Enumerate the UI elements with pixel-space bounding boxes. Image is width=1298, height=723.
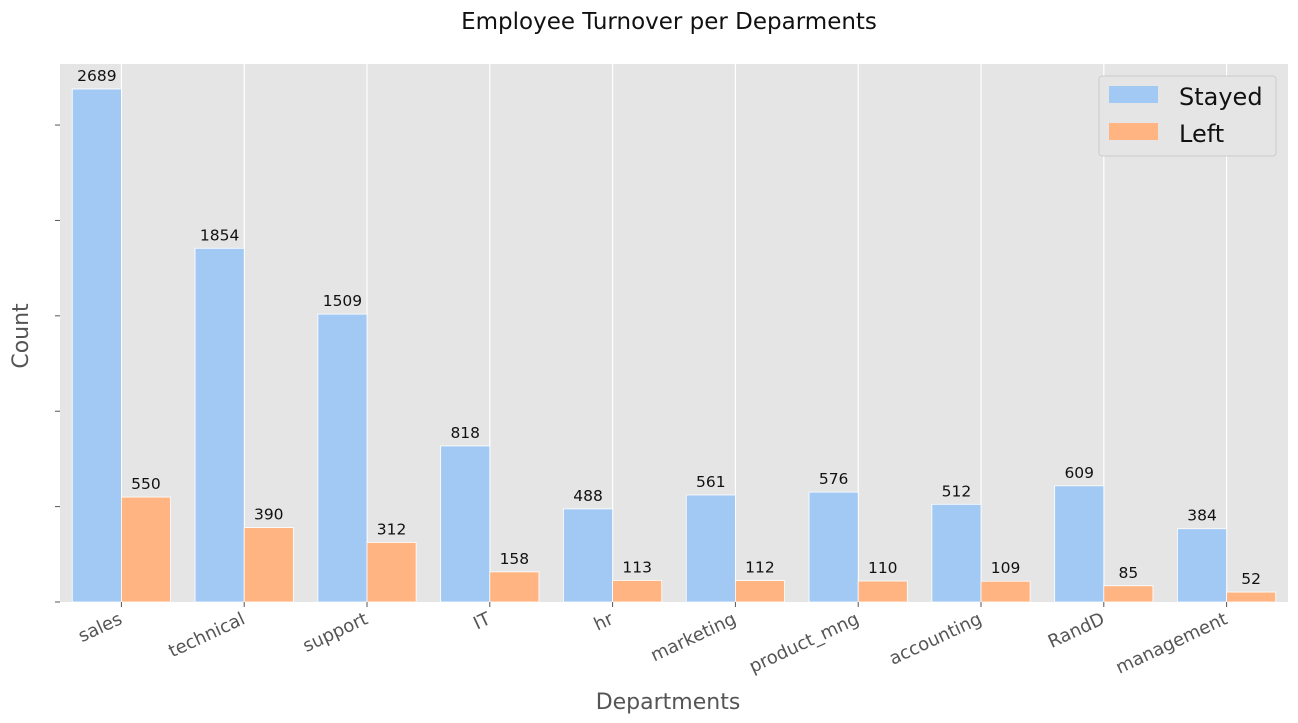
bar-value-label: 512 (942, 482, 972, 500)
bar-value-label: 576 (819, 470, 849, 488)
y-axis-label: Count (9, 303, 34, 369)
x-tick-label: marketing (648, 608, 740, 666)
bar-value-label: 1509 (323, 292, 362, 310)
bar-left-accounting (980, 580, 1031, 603)
bar-stayed-randd (1054, 485, 1105, 603)
bar-value-label: 110 (868, 559, 898, 577)
x-tick-label: support (300, 608, 372, 656)
bar-value-label: 550 (131, 475, 161, 493)
bar-value-label: 1854 (200, 226, 239, 244)
x-axis-ticks: sales technical support IT hr marketing produc… (75, 602, 1231, 678)
x-tick-label: management (1113, 608, 1231, 678)
x-tick-label: product_mng (746, 608, 862, 677)
bar-value-label: 113 (622, 558, 652, 576)
bar-left-it (489, 571, 540, 603)
bar-stayed-it (440, 445, 491, 603)
bar-stayed-product_mng (808, 491, 859, 603)
bar-left-hr (612, 580, 663, 603)
x-axis-label: Departments (596, 690, 741, 715)
bar-stayed-hr (563, 508, 613, 603)
bar-value-label: 85 (1118, 564, 1138, 582)
bar-left-support (366, 542, 417, 603)
bar-value-label: 818 (450, 424, 480, 442)
bar-left-product_mng (857, 580, 908, 603)
legend-swatch-stayed (1109, 86, 1158, 103)
bar-value-label: 390 (254, 506, 284, 524)
x-tick-label: RandD (1045, 608, 1108, 652)
bar-value-label: 609 (1064, 464, 1094, 482)
x-tick-label: technical (165, 608, 248, 662)
bar-value-label: 2689 (77, 67, 116, 85)
x-tick-label: accounting (886, 608, 985, 669)
bar-value-label: 52 (1241, 570, 1261, 588)
x-tick-label: IT (470, 608, 495, 634)
bar-labels: 2689 1854 1509 818 488 561 576 512 609 384 550 390 3… (77, 67, 1261, 588)
legend-label-left: Left (1179, 120, 1224, 148)
bar-value-label: 109 (991, 559, 1021, 577)
bar-value-label: 112 (745, 559, 775, 577)
legend-swatch-left (1109, 123, 1158, 140)
bar-stayed-management (1177, 528, 1227, 603)
y-axis-ticks (55, 124, 60, 603)
bar-stayed-support (317, 313, 368, 603)
bar-stayed-accounting (931, 503, 982, 603)
bar-left-randd (1103, 585, 1154, 603)
bar-left-technical (243, 527, 294, 603)
bar-stayed-marketing (685, 494, 736, 603)
legend: Stayed Left (1098, 75, 1277, 157)
legend-label-stayed: Stayed (1179, 83, 1263, 111)
bar-left-marketing (735, 580, 785, 603)
bar-value-label: 312 (377, 520, 407, 538)
bar-left-management (1226, 591, 1277, 603)
x-tick-label: hr (591, 608, 617, 635)
bar-value-label: 158 (500, 550, 530, 568)
bar-stayed-sales (71, 88, 122, 603)
x-tick-label: sales (75, 608, 125, 646)
bar-stayed-technical (194, 247, 245, 603)
bar-left-sales (121, 496, 171, 603)
bars (71, 88, 1277, 603)
bar-value-label: 384 (1187, 507, 1217, 525)
bar-value-label: 488 (573, 487, 603, 505)
bar-value-label: 561 (696, 473, 726, 491)
chart-title: Employee Turnover per Deparments (461, 9, 877, 35)
